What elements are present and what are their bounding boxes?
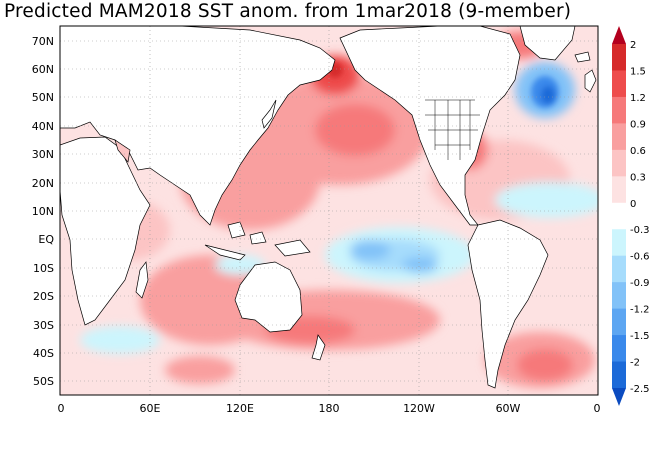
indonesia-landmass xyxy=(204,244,246,261)
lat-label: 40S xyxy=(33,347,54,360)
lat-label: 20N xyxy=(32,177,54,190)
colorbar-swatch xyxy=(612,26,626,44)
colorbar-swatch xyxy=(612,123,626,151)
colorbar-swatch xyxy=(612,308,626,336)
map-title: Predicted MAM2018 SST anom. from 1mar201… xyxy=(4,1,572,22)
lat-label: 50N xyxy=(32,91,54,104)
colorbar-label: 0.9 xyxy=(630,119,646,130)
lon-label: 180 xyxy=(319,402,340,415)
colorbar-label: 2 xyxy=(630,40,636,51)
lat-label: 40N xyxy=(32,120,54,133)
colorbar-label: 0.3 xyxy=(630,172,646,183)
lon-label: 0 xyxy=(58,402,65,415)
lat-label: 60N xyxy=(32,63,54,76)
colorbar-swatch xyxy=(612,255,626,283)
colorbar-label: -1.5 xyxy=(630,331,650,342)
colorbar-swatch xyxy=(612,176,626,204)
colorbar-label: -1.2 xyxy=(630,305,650,316)
lat-label: 30S xyxy=(33,319,54,332)
graticule xyxy=(60,26,598,395)
south-america-landmass xyxy=(467,219,549,389)
japan-landmass xyxy=(261,99,277,129)
colorbar-label: 1.2 xyxy=(630,93,646,104)
colorbar-label: 0 xyxy=(630,199,636,210)
colorbar-label: -0.9 xyxy=(630,278,650,289)
lat-label: 50S xyxy=(33,375,54,388)
us-state-borders xyxy=(425,99,480,160)
colorbar-label: 0.6 xyxy=(630,146,646,157)
latitude-labels: 70N 60N 50N 40N 30N 20N 10N EQ 10S 20S 3… xyxy=(32,35,55,388)
colorbar-label: -2.5 xyxy=(630,384,650,395)
map-frame xyxy=(59,25,599,396)
colorbar-swatch xyxy=(612,96,626,124)
colorbar-swatch xyxy=(612,149,626,177)
north-america-landmass xyxy=(339,26,521,226)
longitude-labels: 0 60E 120E 180 120W 60W 0 xyxy=(58,402,601,415)
land-masses xyxy=(60,26,597,389)
iceland-landmass xyxy=(574,51,591,63)
lat-label: 10N xyxy=(32,205,54,218)
greenland-landmass xyxy=(519,26,576,61)
colorbar-swatch xyxy=(612,70,626,98)
madagascar-landmass xyxy=(135,261,149,299)
lat-label: 70N xyxy=(32,35,54,48)
colorbar-label: -0.6 xyxy=(630,252,650,263)
colorbar: 2 1.5 1.2 0.9 0.6 0.3 0 -0.3 -0.6 -0.9 -1.2 -1.5 -2 -… xyxy=(612,26,650,406)
colorbar-swatch xyxy=(612,202,626,230)
colorbar-swatch xyxy=(612,44,626,71)
lon-label: 120E xyxy=(226,402,254,415)
new-zealand-landmass xyxy=(311,334,326,361)
lon-label: 0 xyxy=(594,402,601,415)
lat-label: 30N xyxy=(32,148,54,161)
colorbar-label: -2 xyxy=(630,358,640,369)
lon-label: 60W xyxy=(496,402,521,415)
colorbar-swatch xyxy=(612,361,626,389)
uk-landmass xyxy=(584,69,597,93)
lat-label: EQ xyxy=(38,233,54,246)
lat-label: 20S xyxy=(33,290,54,303)
lat-label: 10S xyxy=(33,262,54,275)
colorbar-swatch xyxy=(612,388,626,406)
colorbar-swatch xyxy=(612,335,626,363)
colorbar-swatch xyxy=(612,282,626,310)
australia-landmass xyxy=(234,261,303,333)
colorbar-label: -0.3 xyxy=(630,225,650,236)
lon-label: 120W xyxy=(403,402,435,415)
lon-label: 60E xyxy=(140,402,161,415)
colorbar-swatch xyxy=(612,229,626,257)
colorbar-label: 1.5 xyxy=(630,66,646,77)
